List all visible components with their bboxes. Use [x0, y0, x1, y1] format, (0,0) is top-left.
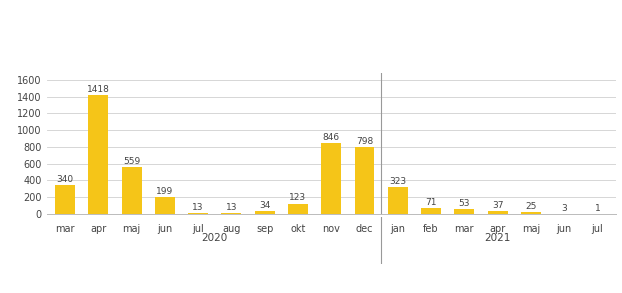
Text: 1418: 1418	[87, 85, 109, 94]
Text: 1: 1	[595, 204, 600, 213]
Text: 13: 13	[192, 203, 204, 212]
Bar	[254, 211, 275, 214]
Bar	[55, 185, 75, 214]
Text: 37: 37	[492, 201, 503, 210]
Text: 323: 323	[389, 177, 406, 185]
Bar	[155, 197, 175, 214]
Text: 13: 13	[226, 203, 237, 212]
Text: 846: 846	[323, 133, 340, 142]
Bar	[121, 167, 141, 214]
Text: 798: 798	[356, 137, 373, 146]
Text: 25: 25	[525, 202, 537, 211]
Text: 559: 559	[123, 157, 140, 166]
Bar	[488, 211, 508, 214]
Text: 340: 340	[57, 175, 73, 184]
Bar	[188, 213, 208, 214]
Bar	[355, 147, 374, 214]
Bar	[88, 95, 108, 214]
Text: SÄBO, Region Stockholm (n=4 856): SÄBO, Region Stockholm (n=4 856)	[8, 47, 216, 59]
Text: 34: 34	[259, 201, 271, 210]
Text: 71: 71	[425, 198, 437, 207]
Text: 123: 123	[289, 193, 307, 202]
Bar	[388, 187, 408, 214]
Bar	[454, 209, 475, 214]
Text: 2020: 2020	[202, 233, 228, 243]
Text: 2021: 2021	[485, 233, 511, 243]
Bar	[288, 204, 308, 214]
Bar	[221, 213, 241, 214]
Text: 4. Covid-19 fall per månad t.o.m. 1 augusti 2021 bland provtagna personer som bo: 4. Covid-19 fall per månad t.o.m. 1 augu…	[8, 17, 521, 29]
Bar	[421, 208, 441, 214]
Text: 53: 53	[458, 200, 470, 208]
Text: 199: 199	[156, 187, 174, 196]
Text: 3: 3	[561, 204, 567, 213]
Bar	[321, 143, 341, 214]
Bar	[521, 212, 541, 214]
